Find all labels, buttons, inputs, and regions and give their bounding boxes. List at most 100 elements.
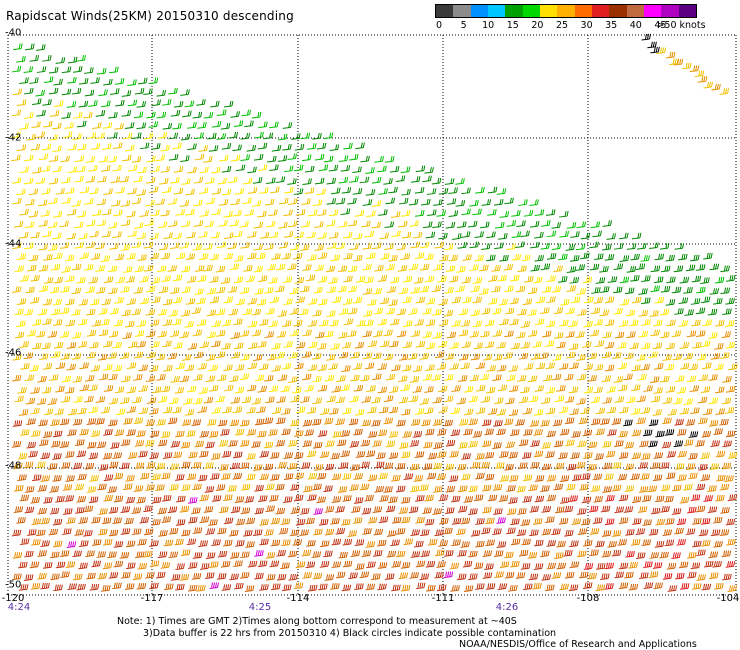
wind-barb (269, 560, 280, 568)
wind-barb (647, 41, 657, 49)
wind-barb (484, 563, 494, 570)
wind-barb (278, 527, 289, 535)
wind-barb (221, 584, 232, 591)
wind-barb (24, 486, 35, 493)
wind-barb (523, 429, 533, 436)
wind-barb (424, 494, 434, 502)
wind-barb (559, 319, 569, 327)
wind-barb (27, 264, 37, 272)
wind-barb (689, 65, 700, 73)
wind-barb (546, 562, 556, 570)
wind-barb (120, 397, 130, 404)
wind-barb (336, 375, 346, 382)
wind-barb (323, 417, 334, 425)
wind-barb (89, 187, 99, 195)
wind-barb (505, 397, 515, 405)
wind-barb (365, 450, 376, 458)
wind-barb (472, 208, 482, 216)
wind-barb (409, 376, 420, 383)
wind-barb (564, 396, 575, 403)
wind-barb (91, 560, 102, 568)
lon-label-104: -104 (716, 593, 740, 604)
wind-barb (257, 210, 267, 218)
wind-barb (302, 178, 312, 185)
wind-barb (595, 428, 605, 436)
wind-barb (300, 396, 310, 403)
wind-barb (203, 264, 213, 272)
wind-barb (173, 101, 184, 108)
wind-barb (530, 440, 540, 447)
wind-barb (408, 263, 419, 271)
wind-barb (720, 352, 730, 359)
wind-barb (135, 551, 145, 559)
wind-barb (728, 363, 738, 371)
wind-barb (461, 473, 471, 481)
wind-barb (556, 385, 566, 392)
wind-barb (109, 243, 119, 250)
wind-barb (11, 374, 22, 382)
wind-barb (91, 539, 102, 546)
wind-barb (401, 188, 411, 196)
wind-barb (275, 483, 285, 491)
wind-barb (155, 571, 166, 579)
wind-barb (354, 539, 365, 546)
wind-barb (289, 329, 300, 337)
wind-barb (107, 156, 118, 163)
wind-barb (233, 318, 243, 326)
wind-barb (414, 252, 425, 260)
wind-barb (568, 320, 578, 328)
wind-barb (101, 298, 111, 306)
wind-barb (254, 288, 264, 295)
wind-barb (676, 518, 687, 526)
wind-barb (377, 386, 388, 394)
wind-barb (174, 387, 185, 394)
wind-barb (623, 419, 633, 427)
wind-barb (456, 266, 466, 273)
wind-barb (637, 506, 648, 513)
wind-barb (205, 177, 215, 185)
wind-barb (41, 165, 51, 172)
wind-barb (386, 550, 397, 558)
wind-barb (457, 550, 467, 557)
wind-barb (30, 583, 41, 590)
wind-barb (499, 318, 509, 326)
wind-barb (85, 241, 96, 249)
wind-barb (324, 574, 335, 581)
wind-barb (361, 550, 372, 557)
wind-barb (71, 309, 81, 316)
credit-line: NOAA/NESDIS/Office of Research and Appli… (459, 639, 697, 650)
wind-barb (85, 156, 96, 163)
wind-barb (324, 330, 334, 338)
legend-color-swatch (539, 5, 558, 17)
wind-barb (291, 133, 301, 140)
wind-barb (614, 396, 625, 403)
wind-barb (604, 319, 615, 327)
wind-barb (160, 209, 170, 217)
wind-barb (145, 285, 156, 293)
wind-barb (172, 318, 182, 326)
wind-barb (595, 584, 606, 592)
wind-barb (533, 409, 544, 416)
wind-barb (217, 419, 228, 427)
wind-barb (552, 419, 563, 427)
wind-barb (253, 464, 263, 471)
wind-barb (475, 583, 485, 590)
wind-barb (259, 232, 270, 239)
wind-barb (194, 132, 204, 140)
wind-barb (52, 165, 62, 173)
wind-barb (65, 319, 76, 327)
wind-barb (374, 265, 384, 272)
wind-barb (180, 133, 191, 141)
wind-barb (131, 507, 142, 515)
wind-barb (611, 530, 622, 537)
wind-barb (103, 474, 114, 482)
wind-barb (570, 452, 580, 459)
wind-barb (389, 166, 400, 173)
wind-barb (324, 506, 335, 513)
wind-barb (234, 582, 244, 590)
wind-barb (95, 265, 105, 272)
wind-barb (607, 276, 618, 283)
wind-barb (172, 296, 183, 304)
wind-barb (587, 441, 598, 449)
wind-barb (175, 474, 185, 481)
